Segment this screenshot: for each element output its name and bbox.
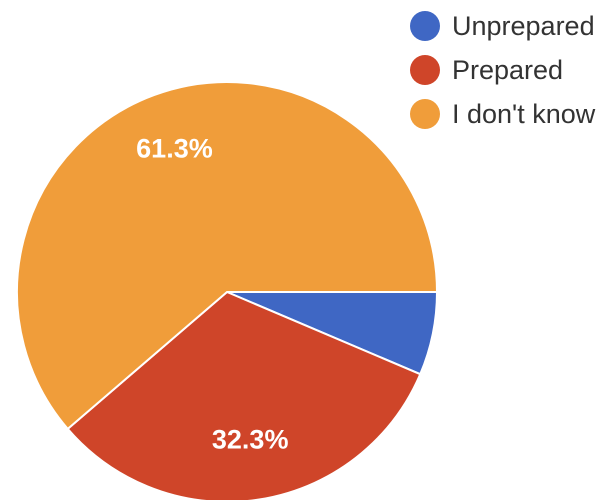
legend-label-unprepared: Unprepared bbox=[452, 10, 595, 41]
legend: Unprepared Prepared I don't know bbox=[410, 4, 595, 136]
legend-label-dont-know: I don't know bbox=[452, 98, 596, 129]
legend-label-prepared: Prepared bbox=[452, 54, 564, 85]
pie-slices bbox=[16, 81, 439, 500]
legend-swatch-prepared bbox=[410, 55, 440, 85]
legend-swatch-unprepared bbox=[410, 11, 440, 41]
legend-item-prepared[interactable]: Prepared bbox=[410, 48, 595, 92]
slice-prepared-label: 32.3% bbox=[212, 425, 289, 455]
legend-item-unprepared[interactable]: Unprepared bbox=[410, 4, 595, 48]
slice-dont-know[interactable] bbox=[16, 81, 439, 431]
legend-swatch-dont-know bbox=[410, 99, 440, 129]
slice-dont-know-label: 61.3% bbox=[136, 133, 213, 163]
legend-item-dont-know[interactable]: I don't know bbox=[410, 92, 595, 136]
slice-labels: 32.3% 61.3% bbox=[136, 133, 288, 454]
